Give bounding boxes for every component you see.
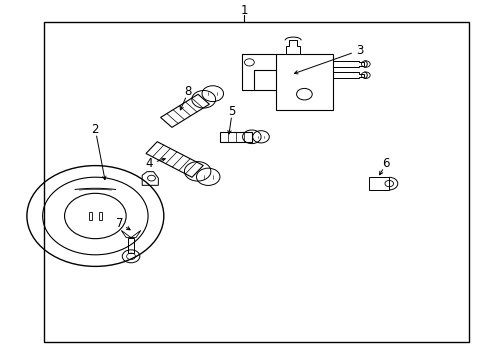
- Bar: [98, 212, 102, 220]
- Text: 3: 3: [355, 44, 363, 57]
- Text: 6: 6: [382, 157, 389, 170]
- Text: 8: 8: [184, 85, 192, 98]
- Text: 5: 5: [228, 105, 236, 118]
- Text: 1: 1: [240, 4, 248, 17]
- Bar: [44, 22, 468, 342]
- Text: 2: 2: [91, 123, 99, 136]
- Text: 4: 4: [145, 157, 153, 170]
- Bar: [89, 212, 92, 220]
- Text: 7: 7: [116, 217, 123, 230]
